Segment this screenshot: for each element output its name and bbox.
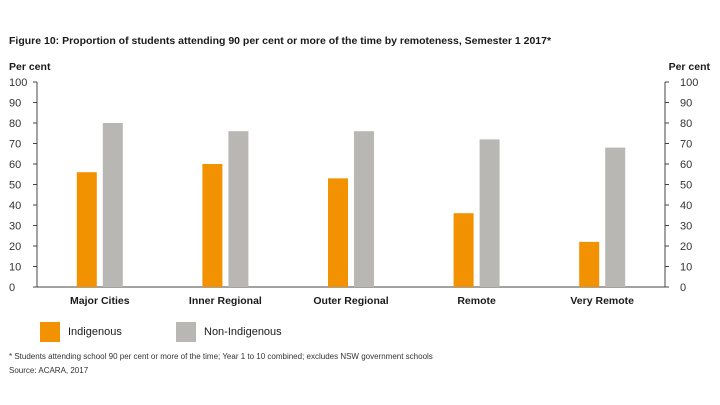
y-axis-left: 0 10 20 30 40 50 60 70 80 90 100 (9, 77, 37, 294)
y-tick-right-30: 30 (680, 221, 692, 233)
y-tick-right-20: 20 (680, 241, 692, 253)
legend-swatch-non-indigenous (176, 322, 196, 342)
bar-non-indigenous-inner-regional (228, 131, 249, 287)
y-tick-left-50: 50 (9, 180, 21, 192)
y-tick-left-30: 30 (9, 221, 21, 233)
bar-non-indigenous-remote (479, 139, 500, 287)
legend-label-indigenous: Indigenous (68, 326, 122, 338)
y-tick-left-60: 60 (9, 159, 21, 171)
y-tick-left-80: 80 (9, 118, 21, 130)
y-tick-left-70: 70 (9, 139, 21, 151)
legend-item-non-indigenous: Non-Indigenous (176, 322, 282, 342)
legend-swatch-indigenous (40, 322, 60, 342)
bars (76, 123, 626, 287)
x-tick-label: Remote (457, 295, 496, 307)
x-tick-label: Very Remote (570, 295, 634, 307)
y-tick-right-40: 40 (680, 200, 692, 212)
y-tick-left-100: 100 (9, 77, 27, 89)
bar-indigenous-inner-regional (202, 164, 223, 287)
y-tick-left-10: 10 (9, 262, 21, 274)
y-tick-right-80: 80 (680, 118, 692, 130)
source-note: Source: ACARA, 2017 (9, 366, 89, 375)
chart-title: Figure 10: Proportion of students attend… (9, 35, 552, 47)
bar-non-indigenous-very-remote (605, 147, 626, 287)
bar-indigenous-very-remote (579, 241, 600, 287)
y-axis-right: 0 10 20 30 40 50 60 70 80 90 100 (665, 77, 698, 294)
y-tick-right-70: 70 (680, 139, 692, 151)
bar-non-indigenous-major-cities (102, 123, 123, 287)
legend-item-indigenous: Indigenous (40, 322, 122, 342)
bar-non-indigenous-outer-regional (354, 131, 374, 287)
y-tick-right-10: 10 (680, 262, 692, 274)
y-tick-left-0: 0 (9, 282, 15, 294)
y-tick-right-90: 90 (680, 98, 692, 110)
category-labels: Major Cities Inner Regional Outer Regional… (70, 295, 634, 307)
x-tick-label: Major Cities (70, 295, 130, 307)
bar-indigenous-outer-regional (328, 178, 348, 287)
y-tick-right-100: 100 (680, 77, 698, 89)
bar-chart: 0 10 20 30 40 50 60 70 80 90 100 0 10 20 30 40 50 60 70 80… (9, 61, 711, 307)
x-tick-label: Inner Regional (189, 295, 262, 307)
y-tick-right-0: 0 (680, 282, 686, 294)
legend-label-non-indigenous: Non-Indigenous (204, 326, 282, 338)
y-axis-right-label: Per cent (669, 61, 711, 73)
y-tick-left-20: 20 (9, 241, 21, 253)
y-tick-right-60: 60 (680, 159, 692, 171)
y-tick-left-40: 40 (9, 200, 21, 212)
bar-indigenous-major-cities (76, 172, 97, 287)
x-tick-label: Outer Regional (313, 295, 388, 307)
bar-indigenous-remote (453, 213, 474, 287)
y-tick-left-90: 90 (9, 98, 21, 110)
y-axis-left-label: Per cent (9, 61, 51, 73)
footnote: * Students attending school 90 per cent … (9, 352, 433, 361)
y-tick-right-50: 50 (680, 180, 692, 192)
